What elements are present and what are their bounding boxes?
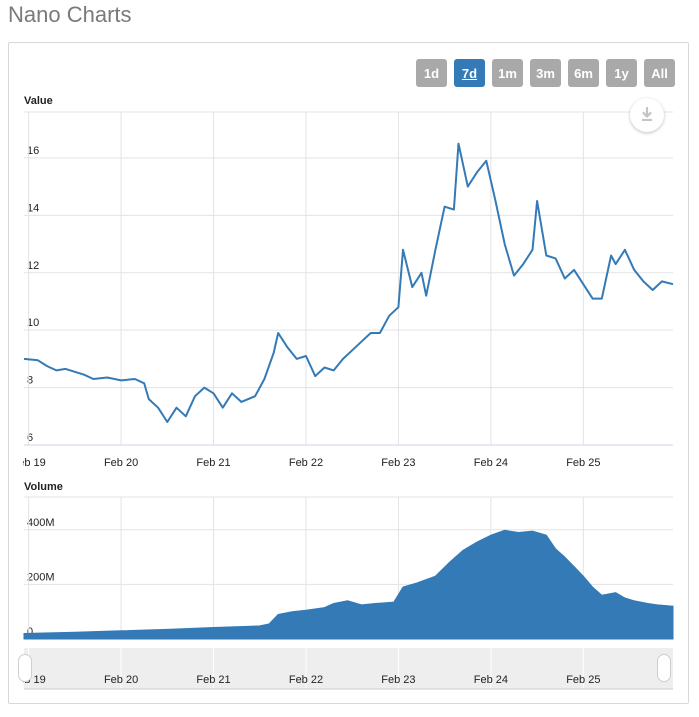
value-x-tick-label: Feb 23 xyxy=(381,457,415,469)
value-series-line xyxy=(23,142,674,423)
range-button-1d[interactable]: 1d xyxy=(416,59,447,87)
range-button-all[interactable]: All xyxy=(644,59,675,87)
download-icon xyxy=(642,106,652,121)
value-y-tick-label: 6 xyxy=(27,432,33,444)
value-y-tick-label: 12 xyxy=(27,260,39,272)
value-x-tick-label: Feb 22 xyxy=(289,457,323,469)
volume-y-tick-label: 0 xyxy=(27,626,33,638)
volume-y-tick-label: 400M xyxy=(27,517,55,529)
value-x-tick-label: Feb 21 xyxy=(196,457,230,469)
value-x-tick-label: Feb 25 xyxy=(566,457,600,469)
value-y-tick-label: 8 xyxy=(27,375,33,387)
page-title: Nano Charts xyxy=(8,2,132,27)
navigator-tick-label: Feb 25 xyxy=(566,674,600,686)
value-x-tick-label: Feb 24 xyxy=(474,457,508,469)
navigator-tick-label: Feb 24 xyxy=(474,674,508,686)
left-margin-mask xyxy=(9,440,23,700)
navigator-handle-right[interactable] xyxy=(657,654,671,682)
navigator-tick-label: Feb 23 xyxy=(381,674,415,686)
range-button-1m[interactable]: 1m xyxy=(492,59,523,87)
navigator-track[interactable] xyxy=(24,648,673,689)
volume-panel-title: Volume xyxy=(24,481,63,493)
value-y-tick-label: 16 xyxy=(27,145,39,157)
navigator-handle-left[interactable] xyxy=(18,654,32,682)
range-button-3m[interactable]: 3m xyxy=(530,59,561,87)
range-button-7d[interactable]: 7d xyxy=(454,59,485,87)
export-button[interactable] xyxy=(630,98,664,132)
navigator-tick-label: Feb 22 xyxy=(289,674,323,686)
navigator-tick-label: Feb 20 xyxy=(104,674,138,686)
navigator-tick-label: Feb 21 xyxy=(196,674,230,686)
range-selector: 1d 7d 1m 3m 6m 1y All xyxy=(416,59,675,87)
range-button-6m[interactable]: 6m xyxy=(568,59,599,87)
range-button-1y[interactable]: 1y xyxy=(606,59,637,87)
volume-y-tick-label: 200M xyxy=(27,571,55,583)
value-x-tick-label: Feb 20 xyxy=(104,457,138,469)
value-y-tick-label: 14 xyxy=(27,202,39,214)
volume-series-area xyxy=(23,529,674,640)
value-y-tick-label: 10 xyxy=(27,317,39,329)
value-panel-title: Value xyxy=(24,95,53,107)
